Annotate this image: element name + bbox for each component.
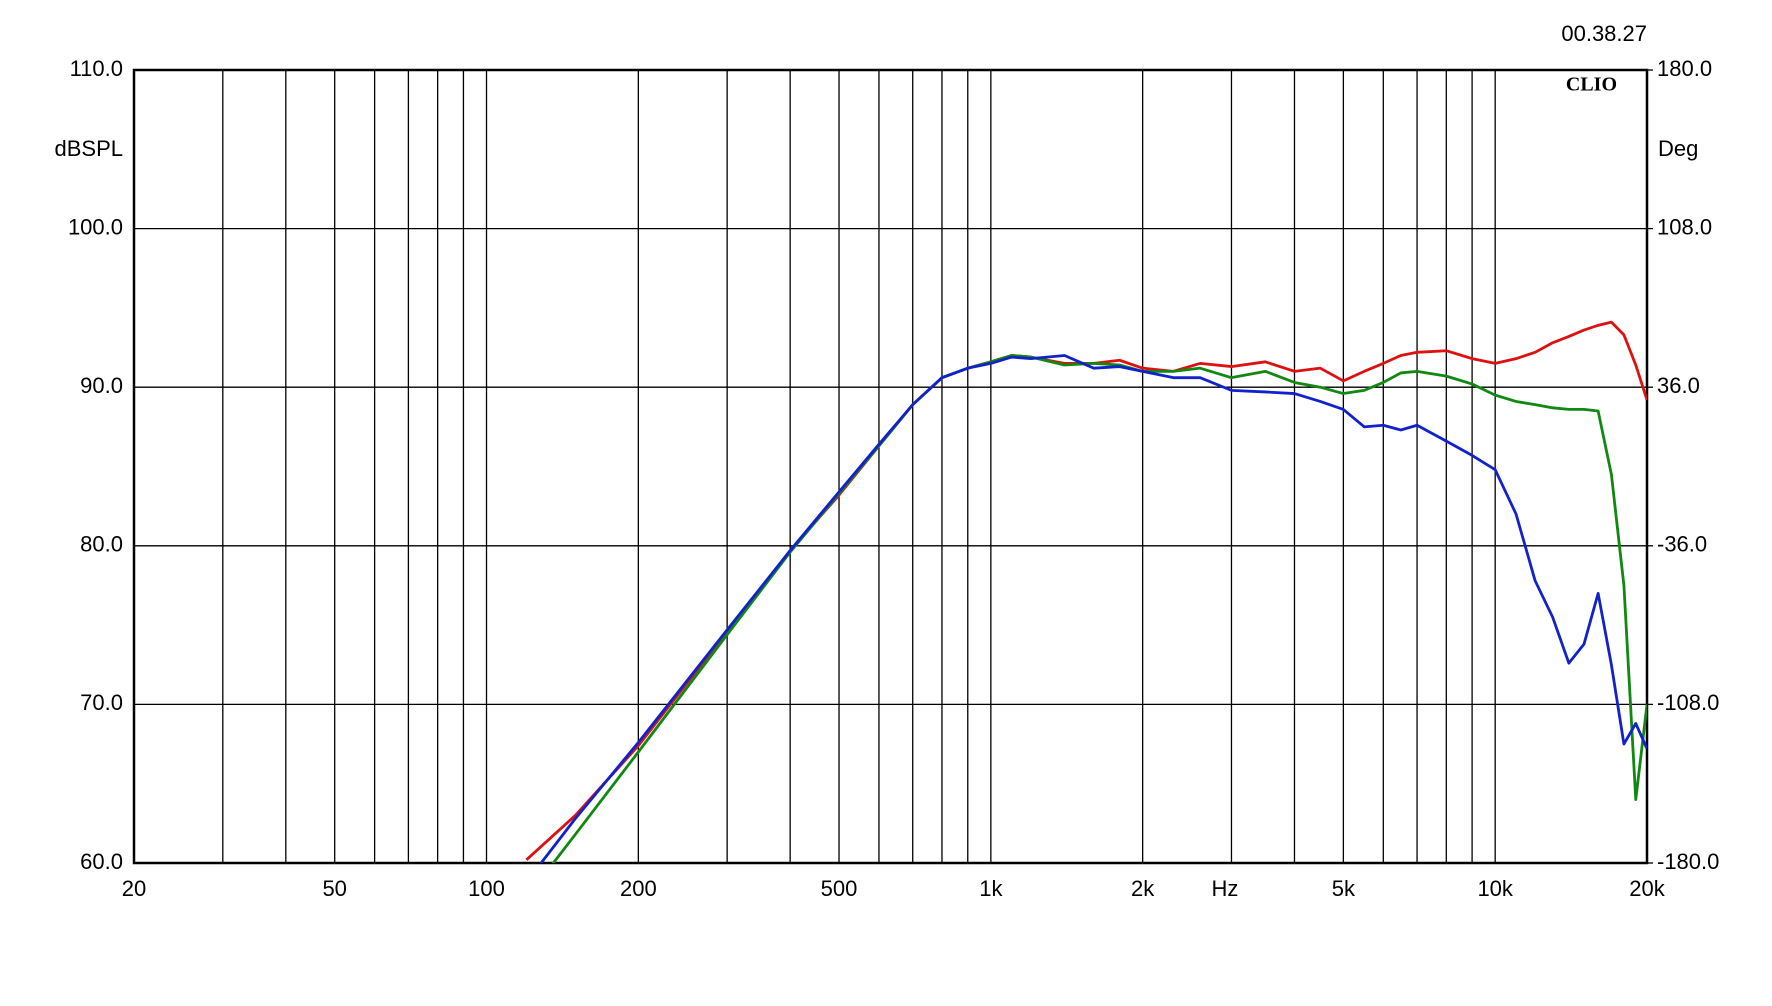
- x-axis-label: Hz: [1212, 876, 1239, 901]
- x-tick-label: 200: [620, 876, 657, 901]
- y-tick-label: 110.0: [70, 56, 123, 81]
- y2-tick-label: -36.0: [1657, 532, 1707, 557]
- y-tick-label: 70.0: [80, 690, 123, 715]
- y-tick-label: 90.0: [80, 373, 123, 398]
- brand: CLIO: [1566, 74, 1617, 96]
- y2-tick-label: -180.0: [1657, 849, 1719, 874]
- x-tick-label: 500: [821, 876, 858, 901]
- x-tick-label: 10k: [1477, 876, 1513, 901]
- y2-tick-label: 180.0: [1657, 56, 1712, 81]
- plot-area: [525, 320, 1647, 863]
- y2-axis-label: Deg: [1658, 136, 1698, 161]
- y2-tick-label: -108.0: [1657, 690, 1719, 715]
- x-tick-label: 2k: [1131, 876, 1155, 901]
- series-line: [539, 354, 1647, 863]
- x-tick-label: 5k: [1332, 876, 1356, 901]
- y-axis-label: dBSPL: [55, 136, 124, 161]
- y2-tick-label: 108.0: [1657, 214, 1712, 239]
- series-line: [525, 320, 1647, 861]
- y-tick-label: 60.0: [80, 849, 123, 874]
- y-tick-label: 100.0: [68, 214, 123, 239]
- series-line: [551, 354, 1647, 863]
- y2-tick-label: 36.0: [1657, 373, 1700, 398]
- x-tick-label: 20: [122, 876, 146, 901]
- x-tick-label: 20k: [1629, 876, 1665, 901]
- plot-frame: [132, 68, 1649, 865]
- timestamp: 00.38.27: [1561, 21, 1647, 46]
- y-tick-label: 80.0: [80, 532, 123, 557]
- x-tick-label: 1k: [979, 876, 1003, 901]
- x-tick-label: 50: [322, 876, 346, 901]
- x-tick-label: 100: [468, 876, 505, 901]
